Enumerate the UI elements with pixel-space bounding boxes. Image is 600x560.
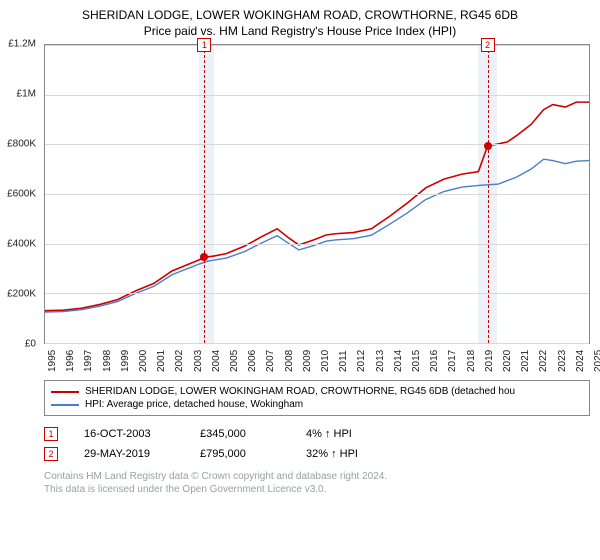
x-tick-label: 2021 — [520, 350, 531, 372]
gridline — [45, 194, 589, 195]
x-tick-label: 2008 — [284, 350, 295, 372]
marker-row-pct: 32% ↑ HPI — [306, 448, 416, 460]
x-tick-label: 2019 — [484, 350, 495, 372]
legend: SHERIDAN LODGE, LOWER WOKINGHAM ROAD, CR… — [44, 380, 590, 416]
x-tick-label: 1995 — [47, 350, 58, 372]
x-tick-label: 2016 — [429, 350, 440, 372]
footer: Contains HM Land Registry data © Crown c… — [44, 470, 590, 496]
gridline — [45, 45, 589, 46]
legend-label: HPI: Average price, detached house, Woki… — [85, 399, 303, 410]
x-tick-label: 2013 — [375, 350, 386, 372]
y-tick-label: £800K — [7, 139, 36, 150]
marker-row-date: 16-OCT-2003 — [84, 428, 174, 440]
marker-row-pct: 4% ↑ HPI — [306, 428, 416, 440]
x-tick-label: 2001 — [156, 350, 167, 372]
legend-row: SHERIDAN LODGE, LOWER WOKINGHAM ROAD, CR… — [51, 385, 583, 398]
x-tick-label: 2006 — [247, 350, 258, 372]
legend-swatch — [51, 404, 79, 406]
marker-dot — [484, 142, 492, 150]
y-tick-label: £0 — [25, 339, 36, 350]
marker-vline — [488, 45, 489, 343]
footer-line1: Contains HM Land Registry data © Crown c… — [44, 470, 590, 483]
plot-region: 12 — [44, 44, 590, 344]
x-tick-label: 2010 — [320, 350, 331, 372]
y-tick-label: £600K — [7, 189, 36, 200]
series-hpi — [45, 159, 589, 312]
x-tick-label: 2005 — [229, 350, 240, 372]
footer-line2: This data is licensed under the Open Gov… — [44, 483, 590, 496]
x-tick-label: 1996 — [65, 350, 76, 372]
marker-row-id: 1 — [44, 427, 58, 441]
title-main: SHERIDAN LODGE, LOWER WOKINGHAM ROAD, CR… — [10, 8, 590, 22]
x-tick-label: 2018 — [466, 350, 477, 372]
x-tick-label: 2009 — [302, 350, 313, 372]
x-tick-label: 2003 — [193, 350, 204, 372]
legend-row: HPI: Average price, detached house, Woki… — [51, 398, 583, 411]
gridline — [45, 144, 589, 145]
marker-row-price: £795,000 — [200, 448, 280, 460]
x-tick-label: 2004 — [211, 350, 222, 372]
x-tick-label: 2022 — [538, 350, 549, 372]
x-tick-label: 2024 — [575, 350, 586, 372]
x-tick-label: 2012 — [356, 350, 367, 372]
title-sub: Price paid vs. HM Land Registry's House … — [10, 24, 590, 38]
gridline — [45, 95, 589, 96]
x-axis: 1995 1996 1997 1998 1999 2000 2001 2002 2003 2004… — [44, 344, 590, 374]
x-tick-label: 1997 — [83, 350, 94, 372]
legend-swatch — [51, 391, 79, 393]
series-price_paid — [45, 102, 589, 311]
x-tick-label: 2017 — [447, 350, 458, 372]
x-tick-label: 1998 — [102, 350, 113, 372]
x-tick-label: 2014 — [393, 350, 404, 372]
x-tick-label: 2000 — [138, 350, 149, 372]
marker-box: 2 — [481, 38, 495, 52]
y-axis: £0£200K£400K£600K£800K£1M£1.2M — [0, 44, 40, 344]
gridline — [45, 293, 589, 294]
marker-row: 2 29-MAY-2019 £795,000 32% ↑ HPI — [44, 444, 590, 464]
marker-row-price: £345,000 — [200, 428, 280, 440]
chart-titles: SHERIDAN LODGE, LOWER WOKINGHAM ROAD, CR… — [0, 0, 600, 44]
y-tick-label: £1M — [17, 89, 36, 100]
y-tick-label: £200K — [7, 289, 36, 300]
x-tick-label: 2020 — [502, 350, 513, 372]
x-tick-label: 2015 — [411, 350, 422, 372]
markers-table: 1 16-OCT-2003 £345,000 4% ↑ HPI 2 29-MAY-2019… — [44, 424, 590, 464]
x-tick-label: 1999 — [120, 350, 131, 372]
chart-area: £0£200K£400K£600K£800K£1M£1.2M 12 199519… — [44, 44, 590, 374]
y-tick-label: £1.2M — [8, 39, 36, 50]
x-tick-label: 2007 — [265, 350, 276, 372]
y-tick-label: £400K — [7, 239, 36, 250]
legend-label: SHERIDAN LODGE, LOWER WOKINGHAM ROAD, CR… — [85, 386, 515, 397]
x-tick-label: 2011 — [338, 350, 349, 372]
x-tick-label: 2025 — [593, 350, 600, 372]
x-tick-label: 2023 — [557, 350, 568, 372]
x-tick-label: 2002 — [174, 350, 185, 372]
marker-row-date: 29-MAY-2019 — [84, 448, 174, 460]
marker-row: 1 16-OCT-2003 £345,000 4% ↑ HPI — [44, 424, 590, 444]
marker-row-id: 2 — [44, 447, 58, 461]
marker-vline — [204, 45, 205, 343]
gridline — [45, 244, 589, 245]
marker-box: 1 — [197, 38, 211, 52]
